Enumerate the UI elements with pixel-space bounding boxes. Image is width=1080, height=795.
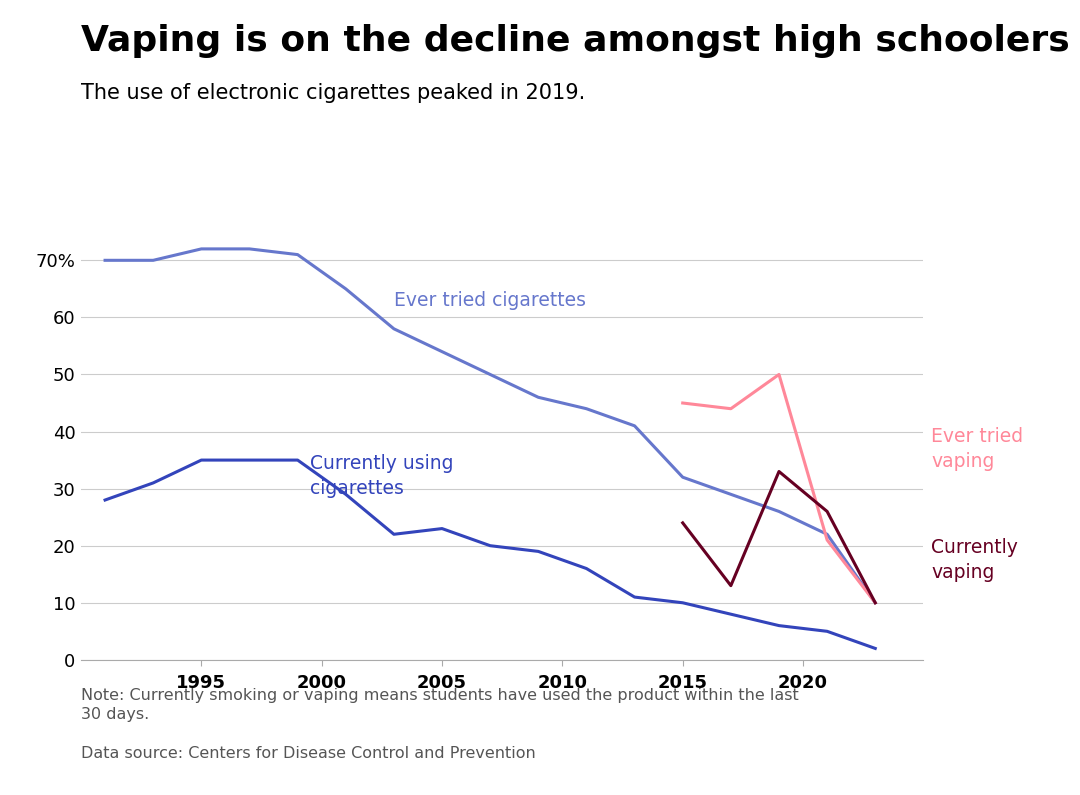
Text: The use of electronic cigarettes peaked in 2019.: The use of electronic cigarettes peaked … — [81, 83, 585, 103]
Text: Vaping is on the decline amongst high schoolers: Vaping is on the decline amongst high sc… — [81, 24, 1070, 58]
Text: Ever tried cigarettes: Ever tried cigarettes — [394, 291, 585, 310]
Text: Currently
vaping: Currently vaping — [931, 538, 1017, 583]
Text: Currently using
cigarettes: Currently using cigarettes — [310, 454, 454, 498]
Text: Data source: Centers for Disease Control and Prevention: Data source: Centers for Disease Control… — [81, 746, 536, 761]
Text: Ever tried
vaping: Ever tried vaping — [931, 427, 1023, 471]
Text: Note: Currently smoking or vaping means students have used the product within th: Note: Currently smoking or vaping means … — [81, 688, 799, 723]
